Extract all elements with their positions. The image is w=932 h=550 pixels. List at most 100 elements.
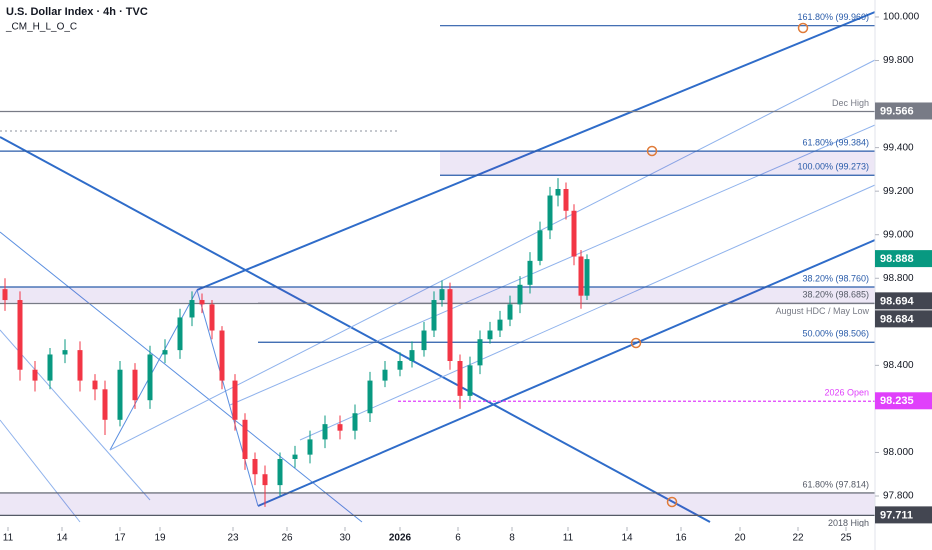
candle-body — [147, 354, 153, 401]
x-tick-label: 20 — [734, 533, 746, 544]
marker — [646, 145, 658, 157]
candle-body — [162, 350, 168, 355]
level-label: 61.80% (99.384) — [802, 137, 869, 147]
level-label: 2018 High — [828, 518, 869, 528]
zone — [0, 492, 875, 516]
price-label-box — [875, 392, 932, 410]
candle-body — [555, 188, 561, 196]
candle-body — [209, 304, 215, 331]
candle-body — [322, 424, 328, 440]
channel-line — [0, 136, 711, 523]
candles — [2, 178, 590, 507]
candle-body — [32, 369, 38, 381]
x-tick-label: 14 — [621, 533, 633, 544]
channel-line — [229, 124, 876, 406]
price-label-box — [875, 292, 932, 310]
candle-body — [2, 289, 8, 301]
candle-body — [584, 259, 590, 296]
candle-body — [92, 380, 98, 390]
y-tick-label: 97.800 — [883, 491, 914, 502]
y-tick-label: 99.800 — [883, 55, 914, 66]
x-tick-label: 26 — [281, 533, 293, 544]
y-tick-label: 99.200 — [883, 186, 914, 197]
candle-body — [527, 260, 533, 285]
level-label: 2026 Open — [824, 388, 869, 398]
axes: 100.000 99.800 99.400 99.200 99.000 98.800 98.… — [3, 12, 932, 544]
x-tick-label: 30 — [339, 533, 351, 544]
price-label-box — [875, 250, 932, 268]
x-tick-label: 6 — [455, 533, 461, 544]
candle-body — [517, 284, 523, 305]
candle-body — [578, 256, 584, 296]
price-label-box — [875, 102, 932, 120]
candle-body — [457, 361, 463, 396]
candle-body — [467, 365, 473, 396]
marker — [666, 496, 678, 508]
x-tick-label: 11 — [563, 533, 574, 544]
candle-body — [292, 454, 298, 459]
y-tick-label: 98.400 — [883, 360, 914, 371]
candle-body — [477, 339, 483, 366]
candle-body — [252, 458, 258, 475]
candle-body — [219, 330, 225, 381]
candle-body — [189, 300, 195, 318]
zone — [440, 151, 875, 176]
candle-body — [277, 458, 283, 486]
channel-line — [196, 289, 259, 507]
candle-body — [507, 304, 513, 320]
price-label: 98.684 — [880, 313, 915, 325]
price-label: 98.888 — [880, 253, 914, 265]
candle-body — [367, 380, 373, 414]
candle-body — [62, 350, 68, 355]
candle-body — [382, 369, 388, 381]
x-tick-label: 11 — [3, 533, 14, 544]
y-tick-label: 98.000 — [883, 447, 914, 458]
candle-body — [547, 195, 553, 231]
candle-body — [537, 230, 543, 261]
candle-body — [262, 474, 268, 486]
price-label: 97.711 — [880, 509, 913, 521]
candle-body — [242, 419, 248, 459]
candle-body — [397, 361, 403, 370]
level-label: 61.80% (97.814) — [802, 479, 869, 489]
x-tick-label: 23 — [227, 533, 239, 544]
x-tick-label: 17 — [114, 533, 126, 544]
level-label: 38.20% (98.685) — [802, 290, 869, 300]
candle-body — [17, 300, 23, 370]
x-axis-panel — [0, 527, 875, 550]
marker — [630, 337, 642, 349]
x-tick-label: 19 — [154, 533, 166, 544]
channel-line — [109, 59, 876, 451]
chart-title: U.S. Dollar Index · 4h · TVC — [6, 6, 148, 18]
price-label-box — [875, 506, 932, 524]
price-label: 98.694 — [880, 295, 915, 307]
level-label: 161.80% (99.960) — [797, 12, 869, 22]
channel-line — [0, 329, 151, 501]
candle-body — [117, 369, 123, 420]
x-tick-label: 8 — [509, 533, 515, 544]
zones — [0, 151, 875, 516]
candle-body — [571, 210, 577, 257]
candle-body — [307, 439, 313, 455]
candle-body — [431, 300, 437, 331]
x-tick-label: 2026 — [389, 533, 412, 544]
level-label: August HDC / May Low — [775, 306, 869, 316]
candle-body — [132, 369, 138, 401]
markers — [630, 22, 809, 508]
x-tick-label: 16 — [675, 533, 687, 544]
channel-line — [0, 419, 81, 523]
levels: 161.80% (99.960) Dec High 61.80% (99.384) 1… — [0, 12, 875, 528]
channel-line — [109, 289, 198, 451]
channel-line — [299, 184, 876, 441]
candle-body — [409, 350, 415, 362]
price-label-box — [875, 310, 932, 328]
zone — [0, 286, 875, 304]
channel-line — [0, 231, 363, 523]
marker — [797, 22, 809, 34]
price-label: 98.235 — [880, 395, 914, 407]
level-label: 50.00% (98.506) — [802, 329, 869, 339]
y-tick-label: 100.000 — [883, 12, 920, 23]
candle-body — [232, 380, 238, 420]
